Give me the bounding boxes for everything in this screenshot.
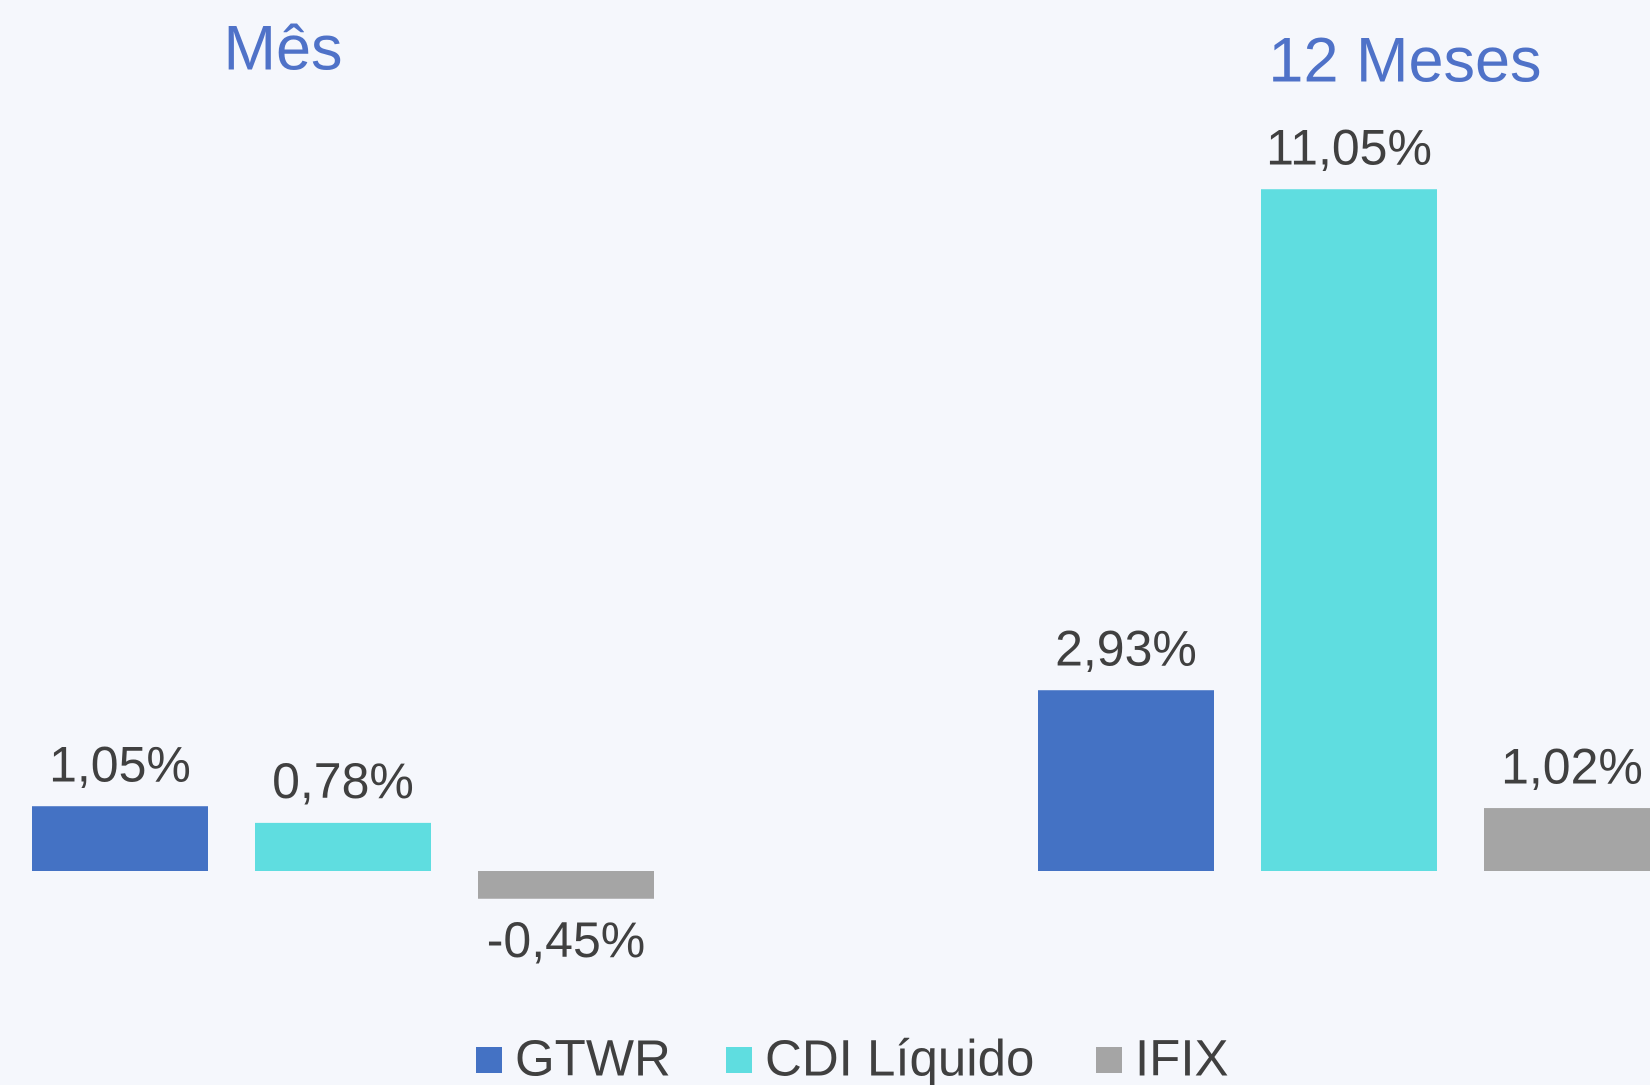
value-label: -0,45% [487, 912, 645, 968]
value-label: 1,02% [1501, 738, 1643, 794]
bar [32, 806, 208, 871]
bar [1484, 808, 1650, 871]
bar [1038, 690, 1214, 871]
value-label: 11,05% [1266, 119, 1432, 175]
legend-label: CDI Líquido [765, 1029, 1034, 1085]
group-label: 12 Meses [1268, 26, 1541, 96]
value-label: 0,78% [272, 753, 414, 809]
value-label: 1,05% [49, 736, 191, 792]
legend-label: IFIX [1135, 1029, 1229, 1085]
legend-label: GTWR [515, 1029, 671, 1085]
bar [255, 822, 431, 871]
value-label: 2,93% [1055, 620, 1197, 676]
bar [1261, 189, 1437, 872]
legend-swatch [476, 1047, 502, 1073]
legend-swatch [726, 1047, 752, 1073]
bar [478, 871, 654, 899]
group-label: Mês [223, 14, 342, 84]
legend-swatch [1096, 1047, 1122, 1073]
